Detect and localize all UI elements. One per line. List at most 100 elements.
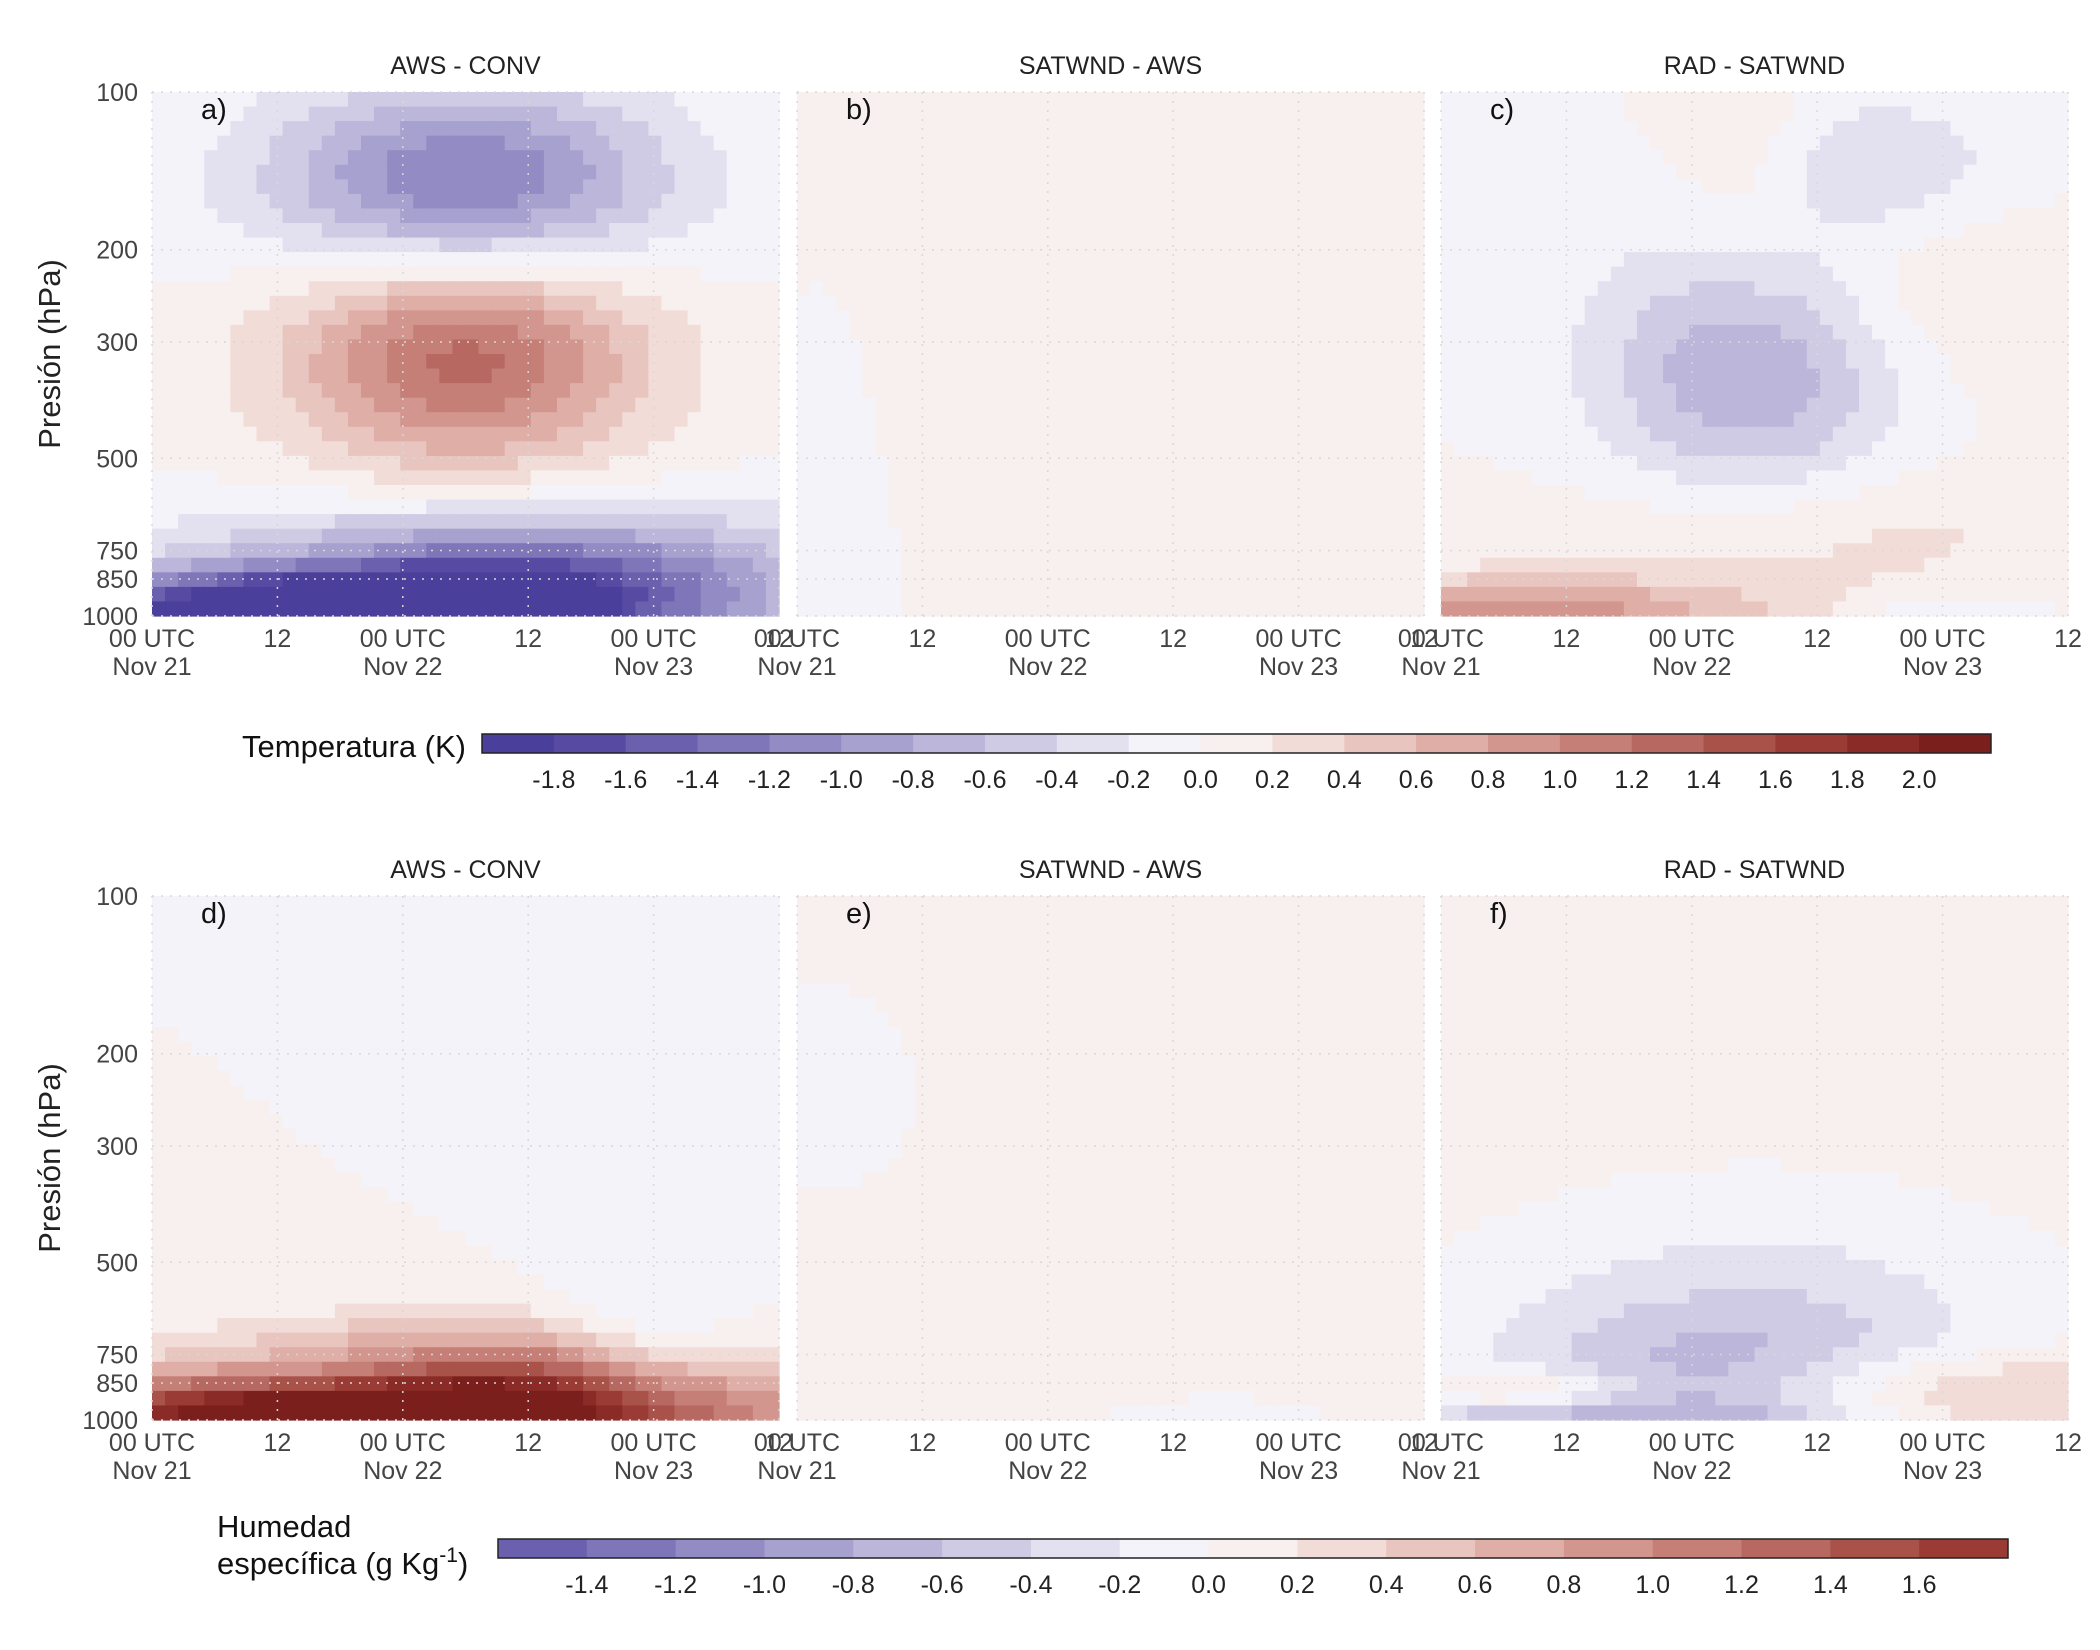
heatmap-cell bbox=[269, 164, 284, 180]
heatmap-cell bbox=[1188, 281, 1203, 297]
heatmap-cell bbox=[178, 499, 192, 515]
heatmap-cell bbox=[927, 586, 942, 603]
heatmap-cell bbox=[1650, 295, 1664, 311]
heatmap-cell bbox=[1228, 237, 1242, 253]
heatmap-cell bbox=[901, 150, 916, 166]
heatmap-cell bbox=[452, 441, 467, 457]
heatmap-cell bbox=[1410, 193, 1425, 210]
heatmap-cell bbox=[1819, 485, 1834, 501]
heatmap-cell bbox=[953, 499, 968, 515]
heatmap-cell bbox=[713, 572, 728, 588]
heatmap-cell bbox=[230, 383, 245, 399]
heatmap-cell bbox=[1963, 397, 1978, 413]
heatmap-cell bbox=[888, 223, 903, 239]
heatmap-cell bbox=[504, 324, 519, 341]
heatmap-cell bbox=[2041, 412, 2056, 428]
heatmap-cell bbox=[152, 601, 166, 617]
heatmap-cell bbox=[1045, 485, 1059, 501]
heatmap-cell bbox=[2002, 441, 2017, 457]
heatmap-cell bbox=[543, 601, 558, 617]
heatmap-cell bbox=[1071, 135, 1085, 151]
heatmap-cell bbox=[478, 208, 493, 224]
heatmap-cell bbox=[504, 514, 519, 530]
heatmap-cell bbox=[165, 572, 179, 588]
heatmap-cell bbox=[1032, 179, 1046, 195]
heatmap-cell bbox=[739, 601, 754, 617]
heatmap-cell bbox=[609, 135, 623, 151]
heatmap-cell bbox=[1084, 528, 1099, 544]
heatmap-cell bbox=[2015, 281, 2030, 297]
heatmap-cell bbox=[1610, 310, 1625, 326]
heatmap-cell bbox=[1480, 528, 1494, 544]
heatmap-cell bbox=[596, 499, 610, 515]
heatmap-cell bbox=[465, 441, 480, 457]
heatmap-cell bbox=[661, 470, 676, 486]
heatmap-cell bbox=[1454, 383, 1468, 399]
heatmap-cell bbox=[282, 383, 297, 399]
heatmap-cell bbox=[1267, 601, 1281, 617]
heatmap-cell bbox=[204, 441, 218, 457]
heatmap-cell bbox=[1650, 266, 1664, 282]
heatmap-cell bbox=[1006, 164, 1020, 180]
heatmap-cell bbox=[178, 193, 192, 210]
heatmap-cell bbox=[1267, 354, 1281, 370]
heatmap-cell bbox=[1872, 150, 1886, 166]
heatmap-cell bbox=[1845, 208, 1860, 224]
heatmap-cell bbox=[530, 470, 545, 486]
heatmap-cell bbox=[1741, 368, 1756, 384]
heatmap-cell bbox=[1924, 237, 1938, 253]
heatmap-cell bbox=[1597, 499, 1612, 515]
heatmap-cell bbox=[849, 383, 863, 399]
heatmap-cell bbox=[1924, 310, 1938, 326]
heatmap-cell bbox=[1149, 324, 1164, 341]
heatmap-cell bbox=[478, 295, 493, 311]
heatmap-cell bbox=[1071, 601, 1085, 617]
heatmap-cell bbox=[1006, 455, 1020, 472]
heatmap-cell bbox=[765, 528, 780, 544]
heatmap-cell bbox=[2041, 179, 2056, 195]
heatmap-cell bbox=[1345, 397, 1360, 413]
heatmap-cell bbox=[1267, 324, 1281, 341]
heatmap-cell bbox=[1741, 164, 1756, 180]
heatmap-cell bbox=[1636, 339, 1651, 355]
heatmap-cell bbox=[862, 368, 876, 384]
heatmap-cell bbox=[2002, 514, 2017, 530]
heatmap-cell bbox=[465, 514, 480, 530]
heatmap-cell bbox=[282, 470, 297, 486]
heatmap-cell bbox=[1175, 601, 1190, 617]
heatmap-cell bbox=[1597, 223, 1612, 239]
heatmap-cell bbox=[1741, 528, 1756, 544]
heatmap-cell bbox=[661, 92, 676, 108]
heatmap-cell bbox=[583, 208, 597, 224]
heatmap-cell bbox=[1728, 354, 1743, 370]
heatmap-cell bbox=[765, 266, 780, 282]
heatmap-cell bbox=[1819, 455, 1834, 472]
heatmap-cell bbox=[1467, 470, 1481, 486]
heatmap-cell bbox=[1728, 470, 1743, 486]
heatmap-cell bbox=[1597, 310, 1612, 326]
heatmap-cell bbox=[927, 368, 942, 384]
heatmap-cell bbox=[165, 426, 179, 442]
heatmap-cell bbox=[979, 499, 994, 515]
heatmap-cell bbox=[178, 572, 192, 588]
heatmap-cell bbox=[1371, 572, 1386, 588]
heatmap-cell bbox=[979, 514, 994, 530]
heatmap-cell bbox=[1006, 441, 1020, 457]
heatmap-cell bbox=[1241, 601, 1255, 617]
heatmap-cell bbox=[1228, 150, 1242, 166]
heatmap-cell bbox=[752, 339, 767, 355]
heatmap-cell bbox=[1019, 237, 1033, 253]
heatmap-cell bbox=[452, 557, 467, 573]
heatmap-cell bbox=[1845, 528, 1860, 544]
heatmap-cell bbox=[635, 179, 649, 195]
heatmap-cell bbox=[452, 310, 467, 326]
heatmap-cell bbox=[1188, 441, 1203, 457]
heatmap-cell bbox=[1872, 441, 1886, 457]
heatmap-cell bbox=[2028, 193, 2043, 210]
heatmap-cell bbox=[256, 499, 271, 515]
heatmap-cell bbox=[622, 383, 636, 399]
heatmap-cell bbox=[700, 252, 715, 268]
heatmap-cell bbox=[1989, 223, 2004, 239]
heatmap-cell bbox=[1924, 485, 1938, 501]
heatmap-cell bbox=[530, 383, 545, 399]
